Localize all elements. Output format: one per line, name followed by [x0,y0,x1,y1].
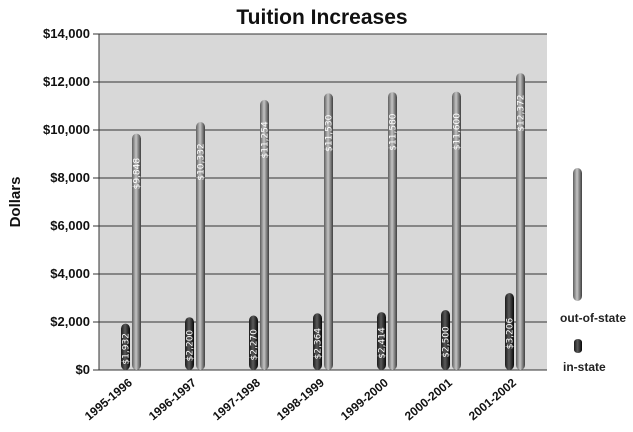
y-tick-label: $12,000 [43,74,90,89]
y-tick-label: $10,000 [43,122,90,137]
x-tick-label: 1996-1997 [146,375,199,423]
gridlines [98,33,547,371]
x-tick-label: 1995-1996 [82,375,135,423]
bar-out-of-state [516,73,525,371]
legend-label-out-of-state: out-of-state [560,311,626,325]
y-tick-label: $2,000 [50,314,90,329]
x-tick-label: 1999-2000 [338,375,391,423]
y-axis-label: Dollars [7,177,24,228]
bar-in-state [377,312,386,370]
x-tick-label: 2000-2001 [402,375,455,423]
bars: $1,932 $9,848 $2,200 $10,332 $2,270 $11,254 $2… [121,73,527,371]
bar-label-in-state: $2,500 [442,326,452,358]
bar-out-of-state [324,93,333,370]
bar-in-state [313,313,322,370]
bar-out-of-state [260,99,269,371]
bar-out-of-state [388,92,397,370]
x-tick-label: 1998-1999 [274,375,327,423]
bar-out-of-state [132,133,141,370]
y-tick-label: $8,000 [50,170,90,185]
bar-label-out-of-state: $10,332 [197,143,207,180]
bar-label-in-state: $2,200 [186,330,196,362]
bar-in-state [121,323,130,370]
legend: out-of-state in-state [560,168,626,374]
bar-label-out-of-state: $11,254 [261,121,271,158]
bar-label-in-state: $3,206 [506,318,516,350]
bar-label-in-state: $2,364 [314,328,324,360]
bar-label-out-of-state: $11,580 [389,113,399,150]
x-tick-label: 1997-1998 [210,375,263,423]
y-tick-label: $6,000 [50,218,90,233]
bar-in-state [249,315,258,370]
legend-label-in-state: in-state [563,360,606,374]
bar-label-in-state: $2,270 [250,329,260,361]
legend-swatch-out-of-state [573,168,582,301]
bar-in-state [505,293,514,370]
bar-label-in-state: $1,932 [122,333,132,365]
bar-in-state [441,310,450,370]
bar-label-out-of-state: $12,372 [517,94,527,131]
bar-in-state [185,317,194,370]
bar-label-out-of-state: $11,600 [453,113,463,150]
bar-out-of-state [452,91,461,370]
y-axis-ticks: $0 $2,000 $4,000 $6,000 $8,000 $10,000 $12,000… [43,26,99,377]
y-tick-label: $4,000 [50,266,90,281]
bar-out-of-state [196,122,205,370]
chart-title: Tuition Increases [236,6,407,29]
plot-area [99,34,547,370]
y-tick-label: $14,000 [43,26,90,41]
legend-swatch-in-state [574,339,582,353]
x-tick-label: 2001-2002 [466,375,519,423]
bar-label-out-of-state: $9,848 [133,158,143,190]
x-axis-ticks: 1995-1996 1996-1997 1997-1998 1998-1999 1999… [82,375,519,423]
y-tick-label: $0 [76,362,90,377]
bar-label-in-state: $2,414 [378,327,388,359]
bar-label-out-of-state: $11,530 [325,114,335,151]
